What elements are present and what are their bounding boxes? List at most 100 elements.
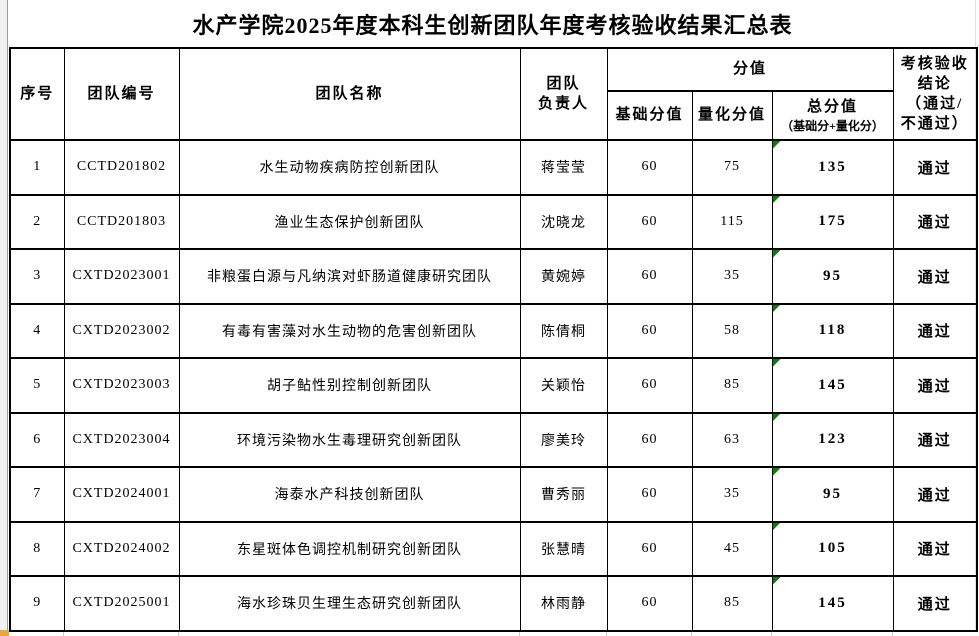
- cell-base-score[interactable]: 60: [606, 357, 693, 414]
- cell-conclusion[interactable]: 通过: [892, 139, 978, 196]
- cell-leader[interactable]: 黄婉婷: [519, 248, 608, 305]
- cell-total-score[interactable]: 145: [771, 575, 894, 632]
- cell-team-id[interactable]: CXTD2023001: [63, 248, 180, 305]
- cell-total-score[interactable]: 145: [771, 357, 894, 414]
- cell-conclusion[interactable]: 通过: [892, 248, 978, 305]
- error-indicator-triangle-icon: [773, 359, 781, 367]
- table-row: 2 CCTD201803 渔业生态保护创新团队 沈晓龙 60 115 175 通…: [9, 193, 978, 250]
- cell-no[interactable]: 6: [9, 411, 65, 468]
- cell-leader[interactable]: 沈晓龙: [519, 193, 608, 250]
- header-team-name[interactable]: 团队名称: [178, 47, 521, 141]
- gridline-tick: [606, 631, 607, 636]
- cell-no[interactable]: 4: [9, 302, 65, 359]
- total-score-value: 118: [818, 322, 847, 339]
- cell-team-id[interactable]: CXTD2024001: [63, 466, 180, 523]
- cell-base-score[interactable]: 60: [606, 575, 693, 632]
- cell-conclusion[interactable]: 通过: [892, 466, 978, 523]
- header-conclusion[interactable]: 考核验收 结论 （通过/ 不通过）: [892, 47, 978, 141]
- cell-conclusion[interactable]: 通过: [892, 193, 978, 250]
- cell-no[interactable]: 5: [9, 357, 65, 414]
- header-row-top: 序号 团队编号 团队名称 团队 负责人 分值 考核验收 结论 （通过/ 不通过）: [9, 47, 978, 141]
- total-score-value: 175: [818, 213, 847, 230]
- cell-quant-score[interactable]: 45: [691, 520, 773, 577]
- cell-total-score[interactable]: 123: [771, 411, 894, 468]
- cell-team-id[interactable]: CXTD2024002: [63, 520, 180, 577]
- cell-team-id[interactable]: CXTD2025001: [63, 575, 180, 632]
- cell-leader[interactable]: 林雨静: [519, 575, 608, 632]
- cell-team-id[interactable]: CXTD2023003: [63, 357, 180, 414]
- cell-base-score[interactable]: 60: [606, 139, 693, 196]
- cell-leader[interactable]: 曹秀丽: [519, 466, 608, 523]
- cell-leader[interactable]: 张慧晴: [519, 520, 608, 577]
- cell-quant-score[interactable]: 115: [691, 193, 773, 250]
- cell-team-id[interactable]: CCTD201802: [63, 139, 180, 196]
- header-score-group[interactable]: 分值: [606, 47, 894, 92]
- cell-no[interactable]: 1: [9, 139, 65, 196]
- header-team-id[interactable]: 团队编号: [63, 47, 180, 141]
- table-row: 6 CXTD2023004 环境污染物水生毒理研究创新团队 廖美玲 60 63 …: [9, 411, 978, 468]
- cell-total-score[interactable]: 95: [771, 248, 894, 305]
- cell-conclusion[interactable]: 通过: [892, 575, 978, 632]
- cell-team-name[interactable]: 东星斑体色调控机制研究创新团队: [178, 520, 521, 577]
- page-title: 水产学院2025年度本科生创新团队年度考核验收结果汇总表: [192, 12, 793, 38]
- table-body: 1 CCTD201802 水生动物疾病防控创新团队 蒋莹莹 60 75 135 …: [9, 139, 978, 632]
- header-no[interactable]: 序号: [9, 47, 65, 141]
- cell-team-name[interactable]: 海水珍珠贝生理生态研究创新团队: [178, 575, 521, 632]
- cell-base-score[interactable]: 60: [606, 520, 693, 577]
- cell-team-id[interactable]: CCTD201803: [63, 193, 180, 250]
- cell-conclusion[interactable]: 通过: [892, 520, 978, 577]
- error-indicator-triangle-icon: [773, 468, 781, 476]
- cell-quant-score[interactable]: 63: [691, 411, 773, 468]
- cell-base-score[interactable]: 60: [606, 193, 693, 250]
- header-total-score[interactable]: 总分值 （基础分+量化分）: [771, 90, 894, 141]
- cell-base-score[interactable]: 60: [606, 466, 693, 523]
- cell-base-score[interactable]: 60: [606, 411, 693, 468]
- cell-no[interactable]: 3: [9, 248, 65, 305]
- cell-total-score[interactable]: 118: [771, 302, 894, 359]
- cell-team-id[interactable]: CXTD2023004: [63, 411, 180, 468]
- cell-total-score[interactable]: 135: [771, 139, 894, 196]
- cell-quant-score[interactable]: 85: [691, 575, 773, 632]
- left-gutter: [0, 0, 8, 636]
- cell-conclusion[interactable]: 通过: [892, 411, 978, 468]
- cell-quant-score[interactable]: 85: [691, 357, 773, 414]
- header-quant-score[interactable]: 量化分值: [691, 90, 773, 141]
- cell-leader[interactable]: 廖美玲: [519, 411, 608, 468]
- cell-team-name[interactable]: 环境污染物水生毒理研究创新团队: [178, 411, 521, 468]
- cell-team-name[interactable]: 非粮蛋白源与凡纳滨对虾肠道健康研究团队: [178, 248, 521, 305]
- cell-no[interactable]: 8: [9, 520, 65, 577]
- error-indicator-triangle-icon: [773, 577, 781, 585]
- total-score-value: 105: [818, 540, 847, 557]
- cell-quant-score[interactable]: 35: [691, 248, 773, 305]
- gridline-tick: [771, 631, 772, 636]
- table-row: 9 CXTD2025001 海水珍珠贝生理生态研究创新团队 林雨静 60 85 …: [9, 575, 978, 632]
- cell-quant-score[interactable]: 35: [691, 466, 773, 523]
- cell-conclusion[interactable]: 通过: [892, 357, 978, 414]
- cell-total-score[interactable]: 175: [771, 193, 894, 250]
- cell-leader[interactable]: 蒋莹莹: [519, 139, 608, 196]
- cell-team-name[interactable]: 渔业生态保护创新团队: [178, 193, 521, 250]
- cell-total-score[interactable]: 105: [771, 520, 894, 577]
- cell-no[interactable]: 9: [9, 575, 65, 632]
- cell-no[interactable]: 2: [9, 193, 65, 250]
- cell-leader[interactable]: 关颖怡: [519, 357, 608, 414]
- cell-leader[interactable]: 陈倩桐: [519, 302, 608, 359]
- cell-total-score[interactable]: 95: [771, 466, 894, 523]
- below-table-gridlines: [9, 631, 976, 636]
- table-row: 4 CXTD2023002 有毒有害藻对水生动物的危害创新团队 陈倩桐 60 5…: [9, 302, 978, 359]
- gridline-tick: [892, 631, 893, 636]
- cell-team-id[interactable]: CXTD2023002: [63, 302, 180, 359]
- cell-team-name[interactable]: 海泰水产科技创新团队: [178, 466, 521, 523]
- gridline-tick: [519, 631, 520, 636]
- cell-base-score[interactable]: 60: [606, 302, 693, 359]
- cell-base-score[interactable]: 60: [606, 248, 693, 305]
- cell-quant-score[interactable]: 75: [691, 139, 773, 196]
- cell-team-name[interactable]: 水生动物疾病防控创新团队: [178, 139, 521, 196]
- header-leader[interactable]: 团队 负责人: [519, 47, 608, 141]
- cell-conclusion[interactable]: 通过: [892, 302, 978, 359]
- cell-team-name[interactable]: 有毒有害藻对水生动物的危害创新团队: [178, 302, 521, 359]
- header-base-score[interactable]: 基础分值: [606, 90, 693, 141]
- cell-no[interactable]: 7: [9, 466, 65, 523]
- cell-quant-score[interactable]: 58: [691, 302, 773, 359]
- cell-team-name[interactable]: 胡子鲇性别控制创新团队: [178, 357, 521, 414]
